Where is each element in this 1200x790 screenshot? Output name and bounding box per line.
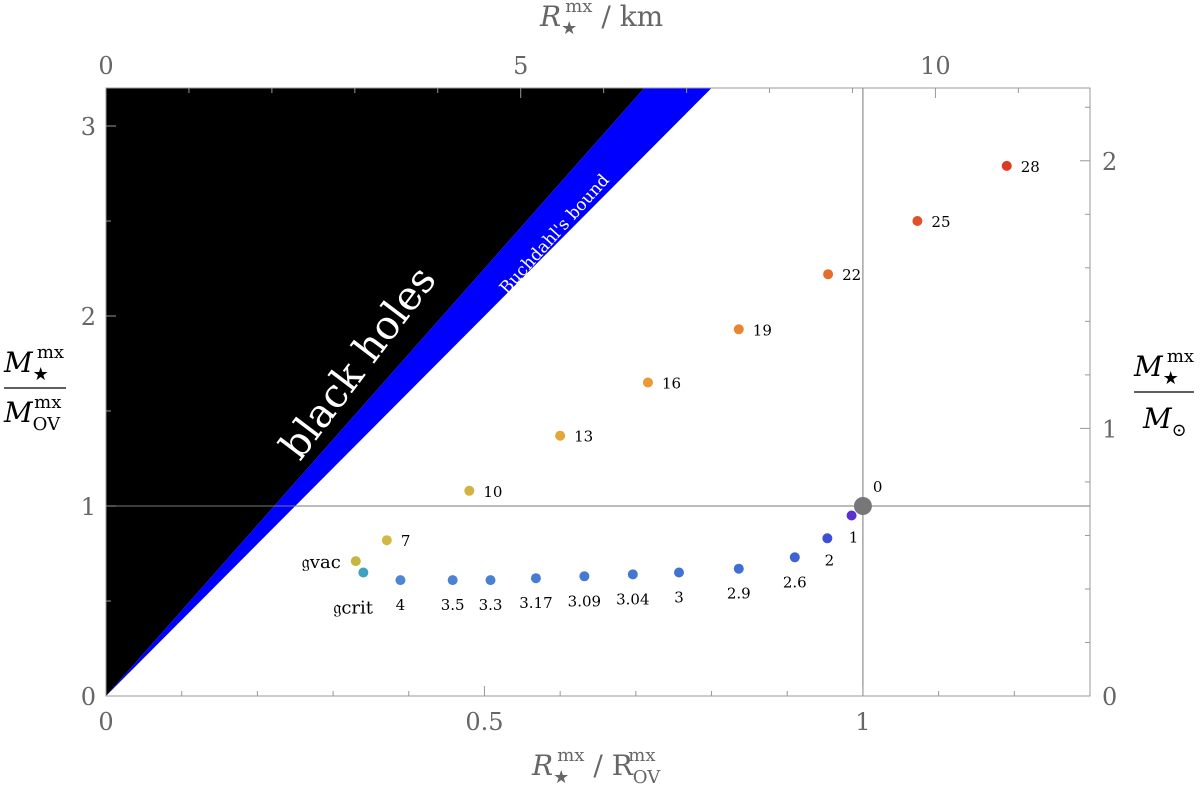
special-point — [350, 556, 361, 567]
point-label: 19 — [753, 321, 772, 339]
y2-axis-label: M★mx M⊙ — [1133, 346, 1194, 441]
svg-text:M⊙: M⊙ — [1142, 402, 1187, 441]
x-tick-label: 0.5 — [465, 708, 503, 736]
x-axis-label: R★mx / ROVmx — [531, 745, 661, 788]
point-label: 3.09 — [568, 592, 601, 610]
special-point-label: 𝔤vac — [302, 552, 341, 573]
x2-axis-label: R★mx / km — [539, 0, 663, 39]
y-axis-label: M★mx MOVmx — [3, 342, 66, 435]
y-tick-label: 2 — [81, 303, 96, 331]
x-tick-label: 1 — [855, 708, 870, 736]
data-point — [485, 575, 496, 586]
special-point-label: 𝔤crit — [333, 598, 373, 619]
data-points: 0 12 2.6 2.9 3 3.04 3.09 3.17 3.3 3.5 4 7 10 13 16 19 22… — [302, 158, 1040, 619]
point-label: 16 — [662, 375, 681, 393]
data-point — [846, 510, 857, 521]
data-point — [673, 567, 684, 578]
x-tick-label: 0 — [98, 708, 113, 736]
buchdahl-bound-region — [106, 88, 712, 696]
point-label: 10 — [483, 483, 502, 501]
reference-point-label: 0 — [873, 478, 883, 496]
data-point — [395, 575, 406, 586]
point-label: 3.04 — [616, 590, 649, 608]
y-tick-label: 3 — [81, 113, 96, 141]
x2-tick-label: 5 — [513, 52, 528, 80]
point-label: 2 — [825, 551, 835, 569]
minor-ticks — [105, 88, 1091, 697]
data-point — [447, 575, 458, 586]
point-label: 2.6 — [783, 573, 807, 591]
point-label: 3.17 — [519, 594, 552, 612]
point-label: 13 — [574, 428, 593, 446]
data-point — [530, 573, 541, 584]
point-label: 25 — [931, 213, 950, 231]
data-point — [823, 269, 834, 280]
plot-frame — [105, 87, 1091, 697]
data-point — [822, 533, 833, 544]
data-point — [381, 535, 392, 546]
y2-tick-label: 0 — [1102, 683, 1117, 711]
y2-tick-label: 2 — [1102, 148, 1117, 176]
data-point — [642, 377, 653, 388]
data-point — [912, 216, 923, 226]
svg-text:MOVmx: MOVmx — [3, 392, 61, 435]
svg-text:M★mx: M★mx — [1133, 346, 1194, 389]
point-label: 28 — [1021, 158, 1040, 176]
data-point — [627, 569, 638, 580]
point-label: 3.5 — [441, 596, 465, 614]
point-label: 2.9 — [727, 585, 751, 603]
y2-tick-label: 1 — [1102, 415, 1117, 443]
point-label: 22 — [842, 266, 861, 284]
y-tick-label: 0 — [81, 683, 96, 711]
data-point — [789, 552, 800, 563]
svg-text:M★mx: M★mx — [3, 342, 64, 385]
data-point — [555, 430, 566, 441]
point-label: 1 — [849, 529, 859, 547]
data-point — [579, 571, 590, 582]
data-point — [1001, 160, 1012, 171]
point-label: 7 — [401, 532, 411, 550]
special-point — [358, 567, 369, 578]
y-tick-label: 1 — [81, 493, 96, 521]
data-point — [464, 485, 475, 496]
x2-tick-label: 0 — [98, 52, 113, 80]
data-point — [733, 563, 744, 574]
data-point — [733, 324, 744, 335]
reference-point — [853, 497, 872, 515]
point-label: 3 — [674, 589, 684, 607]
point-label: 4 — [396, 596, 406, 614]
x2-tick-label: 10 — [920, 52, 951, 80]
point-label: 3.3 — [479, 596, 503, 614]
